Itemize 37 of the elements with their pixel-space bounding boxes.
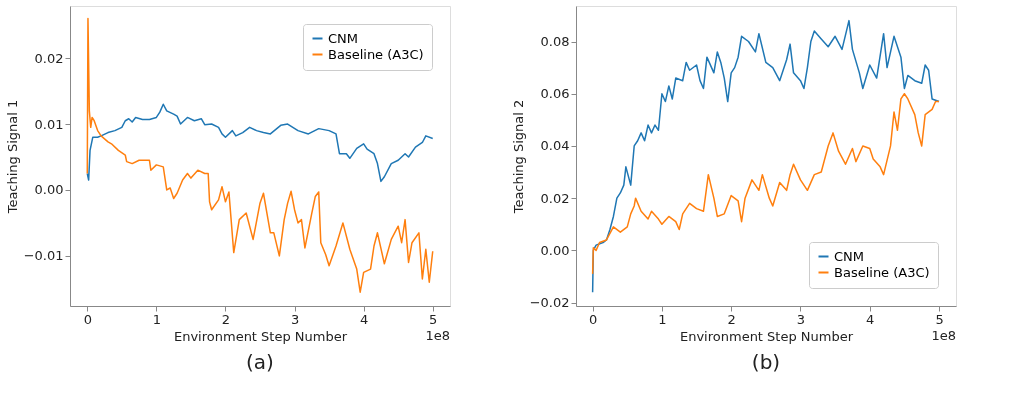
- legend-label: CNM: [834, 248, 865, 264]
- text: 1e8: [931, 328, 956, 343]
- line-series: [86, 17, 434, 293]
- y-tick-label: 0.02: [34, 50, 64, 66]
- x-tick-label: 1: [658, 311, 667, 327]
- y-tick-label: 0.04: [540, 138, 570, 154]
- y-tick-label: −0.01: [23, 248, 64, 264]
- x-axis-title: Environment Step Number: [679, 328, 854, 344]
- text: (a): [246, 350, 274, 374]
- legend-label: Baseline (A3C): [328, 46, 424, 62]
- x-tick-label: 3: [290, 311, 300, 327]
- y-tick-label: 0.00: [540, 242, 570, 258]
- y-tick-label: 0.01: [34, 116, 64, 132]
- x-tick-label: 3: [796, 311, 806, 327]
- x-tick-label: 2: [221, 311, 231, 327]
- x-tick-label: 5: [429, 311, 438, 327]
- y-axis-title: Teaching Signal 1: [4, 99, 20, 215]
- y-tick-label: 0.06: [540, 86, 570, 102]
- y-tick-label: 0.02: [540, 190, 570, 206]
- text: (b): [751, 350, 781, 374]
- y-tick-label: 0.00: [34, 182, 64, 198]
- x-tick-label: 1: [152, 311, 161, 327]
- x-tick-label: 4: [866, 311, 875, 327]
- y-tick-label: 0.08: [540, 34, 570, 50]
- y-axis-title: Teaching Signal 2: [510, 99, 526, 215]
- legend-label: Baseline (A3C): [834, 264, 930, 280]
- x-tick-label: 2: [727, 311, 736, 327]
- x-tick-label: 5: [935, 311, 944, 327]
- line-series: [591, 19, 940, 293]
- x-tick-label: 0: [83, 311, 92, 327]
- x-axis-title: Environment Step Number: [173, 328, 348, 344]
- line-series: [86, 103, 434, 183]
- x-tick-label: 0: [588, 311, 598, 327]
- legend-label: CNM: [328, 30, 359, 46]
- y-tick-label: −0.02: [529, 295, 570, 311]
- x-tick-label: 4: [360, 311, 369, 327]
- text: 1e8: [425, 328, 450, 343]
